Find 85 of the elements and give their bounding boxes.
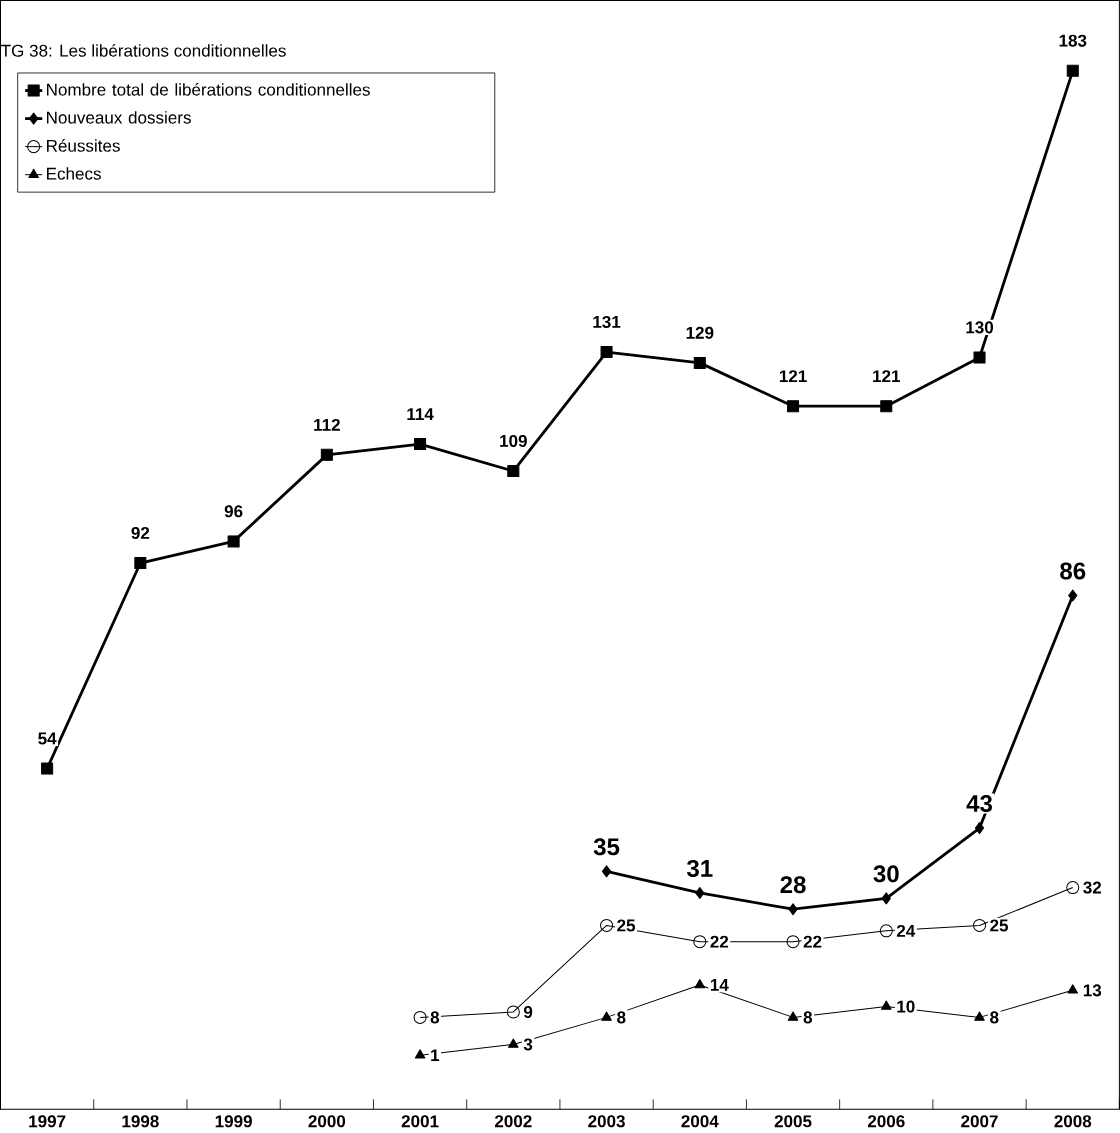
data-label: 30 xyxy=(873,865,899,883)
data-label: 9 xyxy=(524,1005,533,1019)
data-label: 3 xyxy=(523,1038,533,1051)
legend-label: Echecs xyxy=(47,167,101,180)
data-label: 114 xyxy=(407,408,434,420)
x-tick-label: 2000 xyxy=(308,1115,346,1128)
point xyxy=(413,1010,427,1024)
point xyxy=(1067,984,1079,994)
data-label: 121 xyxy=(779,370,807,383)
point xyxy=(880,400,893,413)
data-label: 183 xyxy=(1059,34,1087,47)
x-tick-label: 1998 xyxy=(122,1115,159,1128)
point xyxy=(973,351,986,364)
point xyxy=(879,924,893,938)
data-label: 121 xyxy=(873,370,901,383)
point xyxy=(1068,589,1078,602)
point xyxy=(693,935,707,949)
point xyxy=(974,1011,985,1021)
point xyxy=(320,448,333,461)
data-label: 92 xyxy=(131,526,150,539)
point xyxy=(974,822,985,835)
point xyxy=(41,762,54,775)
data-label: 24 xyxy=(896,924,916,937)
x-tick-label: 2001 xyxy=(401,1115,439,1128)
data-label: 25 xyxy=(990,919,1009,932)
data-label: 22 xyxy=(803,935,822,948)
data-label: 14 xyxy=(710,979,729,991)
data-label: 1 xyxy=(431,1049,440,1062)
data-label: 28 xyxy=(780,876,806,894)
point xyxy=(134,557,147,570)
data-label: 25 xyxy=(617,919,636,932)
point xyxy=(788,903,798,916)
point xyxy=(227,535,240,548)
legend-label: Nombre total de libérations conditionnelles xyxy=(47,83,370,96)
point xyxy=(414,1049,426,1059)
data-label: 130 xyxy=(966,321,994,334)
x-tick-label: 2006 xyxy=(867,1115,905,1128)
point xyxy=(601,865,612,878)
x-tick-label: 2008 xyxy=(1054,1115,1092,1128)
data-label: 43 xyxy=(966,794,993,813)
data-label: 22 xyxy=(710,935,729,948)
x-tick-label: 2004 xyxy=(681,1115,719,1128)
data-label: 129 xyxy=(686,326,714,339)
point xyxy=(787,400,800,413)
x-tick-label: 2002 xyxy=(495,1115,532,1128)
data-label: 96 xyxy=(224,505,243,518)
point xyxy=(414,438,427,451)
data-label: 54 xyxy=(38,732,57,745)
point xyxy=(508,1038,519,1048)
point xyxy=(600,346,613,359)
point xyxy=(787,1011,799,1021)
point xyxy=(1066,881,1080,895)
x-tick-label: 2005 xyxy=(774,1115,812,1128)
data-label: 8 xyxy=(990,1011,999,1024)
data-label: 31 xyxy=(687,859,713,877)
data-label: 8 xyxy=(803,1011,813,1024)
data-label: 86 xyxy=(1060,562,1086,580)
data-label: 112 xyxy=(314,418,340,431)
point xyxy=(693,356,706,369)
text: TG 38: Les libérations conditionnelles xyxy=(1,44,286,57)
data-label: 10 xyxy=(897,1000,915,1013)
legend-label: Réussites xyxy=(47,139,120,152)
point xyxy=(973,918,987,932)
point xyxy=(694,978,706,989)
point xyxy=(601,1011,612,1021)
x-tick-label: 2003 xyxy=(588,1115,625,1128)
point xyxy=(695,886,705,899)
x-tick-label: 1997 xyxy=(29,1115,66,1128)
point xyxy=(600,918,614,932)
data-label: 32 xyxy=(1083,881,1102,894)
data-label: 13 xyxy=(1083,984,1102,997)
legend-label: Nouveaux dossiers xyxy=(47,111,191,124)
data-label: 131 xyxy=(593,315,621,329)
point xyxy=(1066,64,1079,77)
point xyxy=(507,465,520,478)
data-label: 8 xyxy=(430,1011,440,1024)
x-tick-label: 2007 xyxy=(961,1115,998,1128)
point xyxy=(881,1000,892,1010)
data-label: 8 xyxy=(617,1011,626,1024)
data-label: 109 xyxy=(500,434,527,448)
x-tick-label: 1999 xyxy=(215,1115,252,1128)
point xyxy=(506,1005,520,1019)
point xyxy=(786,935,800,949)
point xyxy=(881,892,891,905)
data-label: 35 xyxy=(593,838,620,856)
